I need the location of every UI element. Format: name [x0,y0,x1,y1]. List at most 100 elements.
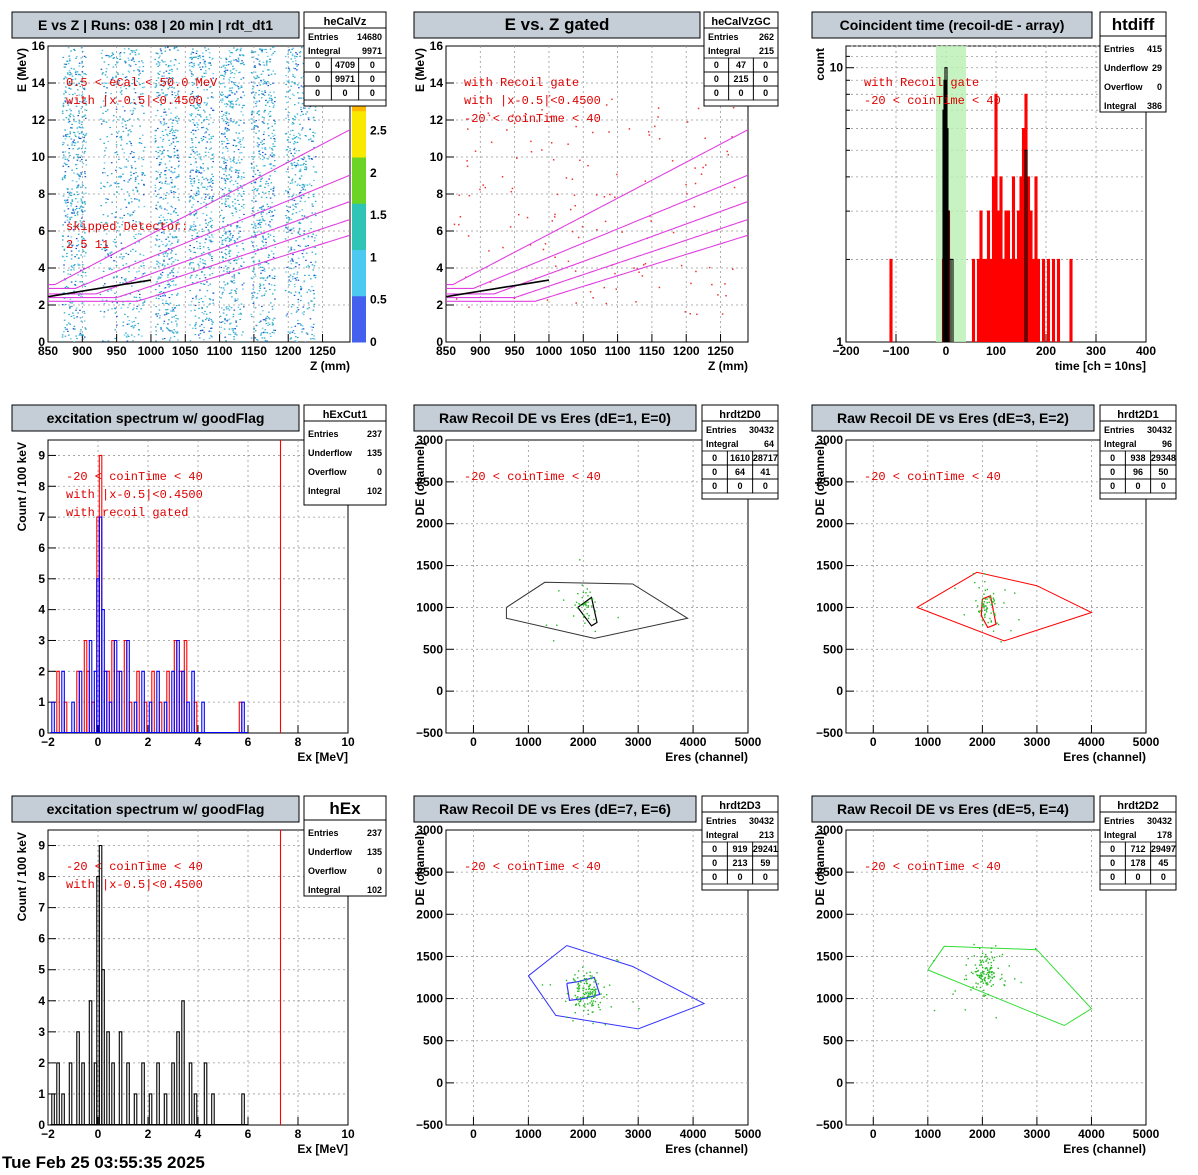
data-point [170,80,172,82]
data-point [264,238,267,240]
data-point [229,158,232,160]
data-point [189,244,192,247]
data-point [131,102,133,104]
data-point [236,169,239,172]
data-point [223,141,225,143]
data-point [73,144,76,147]
data-point [121,247,123,250]
data-point [264,320,267,322]
data-point [264,339,267,342]
data-point [262,319,265,321]
data-point [287,136,290,139]
data-point [169,69,171,71]
data-point [203,326,205,329]
data-point [291,182,294,184]
data-point [196,194,198,197]
data-point [122,119,124,121]
data-point [980,961,982,964]
data-point [132,112,135,114]
data-point [67,286,69,289]
kinematic-line [446,200,748,295]
data-point [269,154,272,156]
data-point [285,67,288,69]
data-point [270,250,273,252]
data-point [209,240,212,243]
data-point [257,111,259,113]
data-point [196,50,198,52]
data-point [69,191,71,193]
data-point [254,223,256,225]
data-point [263,122,265,125]
x-tick-label: 0 [943,344,950,358]
data-point [262,211,264,213]
data-point [75,99,77,101]
data-point [172,138,175,140]
data-point [274,140,276,142]
data-point [208,330,211,332]
data-point [212,302,215,304]
y-tick-label: 3000 [816,433,843,447]
data-point [577,988,579,990]
data-point [313,265,316,267]
data-point [242,104,244,107]
data-point [299,170,302,172]
annotation: 0.5 < eCal < 50.0 MeV [66,76,218,90]
data-point [159,99,161,101]
data-point [123,166,126,168]
data-point [224,257,227,259]
data-point [127,213,129,215]
stats-name: heCalVz [324,16,367,28]
stats-cell-value: 50 [1158,467,1168,477]
data-point [235,99,238,102]
data-point [296,306,299,309]
data-point [209,86,211,88]
data-point [265,322,268,325]
bar [989,258,993,342]
data-point [170,310,172,312]
data-point [68,136,71,138]
data-point [237,86,240,88]
data-point [143,205,146,208]
data-point [199,102,202,104]
bar [188,1062,193,1125]
data-point [106,136,109,138]
data-point [257,146,260,148]
data-point [75,105,78,107]
data-point [162,216,165,218]
data-point [161,182,163,184]
data-point [84,203,87,205]
data-point [235,288,238,290]
data-point [156,239,158,241]
data-point [287,191,290,193]
data-point [271,277,274,279]
data-point [263,270,266,272]
data-point [294,82,296,84]
data-point [241,221,244,223]
data-point [253,224,256,226]
data-point [312,131,314,133]
data-point [226,282,229,284]
data-point [229,232,232,235]
data-point [82,162,85,165]
data-point [196,103,199,105]
data-point [129,213,131,215]
data-point [256,219,258,221]
data-point [67,104,70,106]
data-point [157,171,159,173]
data-point [258,94,260,96]
data-point [291,213,294,215]
data-point [230,100,232,103]
data-point [201,329,204,331]
data-point [255,125,258,127]
data-point [175,141,178,143]
bar [156,670,160,733]
data-point [272,235,275,238]
data-point [192,133,195,135]
data-point [231,71,233,74]
stats-cell-value: 0 [315,60,320,70]
data-point [62,135,65,137]
data-point [605,104,608,106]
data-point [238,203,240,206]
data-point [175,117,177,119]
